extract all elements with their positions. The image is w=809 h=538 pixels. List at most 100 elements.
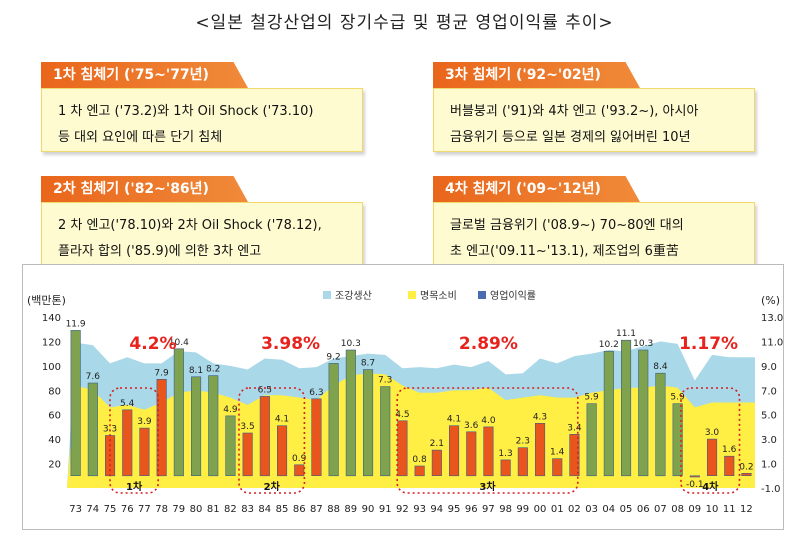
bar-label-73: 11.9 xyxy=(66,319,86,329)
bar-label-99: 2.3 xyxy=(516,437,530,447)
bar-margin-78 xyxy=(156,379,167,477)
bar-margin-81 xyxy=(208,375,219,477)
recession-label-2: 2차 xyxy=(264,480,281,493)
recession-average-1: 4.2% xyxy=(129,334,176,354)
x-tick-84: 84 xyxy=(258,504,271,515)
bar-label-79: 10.4 xyxy=(169,338,189,348)
bar-margin-74 xyxy=(87,382,98,477)
x-tick-99: 99 xyxy=(516,504,529,515)
bar-label-98: 1.3 xyxy=(498,449,512,459)
x-tick-80: 80 xyxy=(190,504,203,515)
legend-swatch-0 xyxy=(323,291,331,299)
bar-margin-76 xyxy=(122,409,133,477)
period-3-line2: 금융위기 등으로 일본 경제의 잃어버린 10년 xyxy=(450,130,691,145)
bar-margin-85 xyxy=(277,425,288,477)
x-tick-02: 02 xyxy=(568,504,581,515)
bar-label-76: 5.4 xyxy=(120,399,135,409)
period-3-tag: 3차 침체기 ('92~'02년) xyxy=(433,62,640,88)
x-tick-12: 12 xyxy=(740,504,753,515)
bar-margin-10 xyxy=(706,438,718,477)
period-2-tag: 2차 침체기 ('82~'86년) xyxy=(41,176,248,202)
bar-label-91: 7.3 xyxy=(378,376,392,386)
bar-margin-11 xyxy=(724,455,735,476)
x-tick-92: 92 xyxy=(396,504,409,515)
bar-margin-84 xyxy=(259,396,270,477)
bar-margin-92 xyxy=(397,420,408,477)
bar-label-12: 0.2 xyxy=(739,462,753,472)
right-axis-unit: (%) xyxy=(761,294,780,307)
period-1-line1: 1 차 엔고 ('73.2)와 1차 Oil Shock ('73.10) xyxy=(58,104,314,119)
x-tick-89: 89 xyxy=(344,504,357,515)
bar-margin-03 xyxy=(586,403,597,477)
bar-label-85: 4.1 xyxy=(275,415,289,425)
recession-box-2 xyxy=(238,387,306,494)
bar-label-05: 11.1 xyxy=(616,329,636,339)
x-tick-83: 83 xyxy=(241,504,254,515)
bar-margin-89 xyxy=(345,349,356,477)
x-tick-86: 86 xyxy=(293,504,306,515)
bar-margin-09 xyxy=(689,475,700,478)
bar-label-95: 4.1 xyxy=(447,415,461,425)
right-tick-3: 5.0 xyxy=(761,411,777,422)
bar-label-90: 8.7 xyxy=(361,359,375,369)
bar-margin-83 xyxy=(242,432,253,477)
legend-label-1: 명목소비 xyxy=(420,290,457,302)
bar-label-93: 0.8 xyxy=(412,455,427,465)
x-tick-04: 04 xyxy=(602,504,615,515)
x-tick-90: 90 xyxy=(362,504,375,515)
x-tick-93: 93 xyxy=(413,504,426,515)
right-tick-4: 7.0 xyxy=(761,386,777,397)
period-1-box: 1 차 엔고 ('73.2)와 1차 Oil Shock ('73.10) 등 … xyxy=(41,88,363,152)
x-tick-85: 85 xyxy=(276,504,289,515)
bar-label-96: 3.6 xyxy=(464,421,479,431)
legend-swatch-2 xyxy=(478,291,486,299)
bar-label-77: 3.9 xyxy=(137,417,152,427)
bar-label-81: 8.2 xyxy=(206,365,220,375)
bar-label-03: 5.9 xyxy=(584,393,599,403)
chart-svg: 조강생산 명목소비 영업이익률 (백만톤) (%) 20 40 60 80 100 120 140 -1… xyxy=(27,289,783,515)
bar-margin-93 xyxy=(414,465,425,477)
period-4-line2: 초 엔고('09.11~'13.1), 제조업의 6重苦 xyxy=(450,244,679,259)
bar-margin-94 xyxy=(431,449,442,477)
page-title: <일본 철강산업의 장기수급 및 평균 영업이익률 추이> xyxy=(195,13,614,33)
left-axis-unit: (백만톤) xyxy=(27,294,66,307)
bar-margin-98 xyxy=(500,459,511,477)
period-4-box: 글로벌 금융위기 ('08.9~) 70~80엔 대의 초 엔고('09.11~… xyxy=(433,202,755,266)
x-tick-78: 78 xyxy=(155,504,168,515)
period-2-box: 2 차 엔고('78.10)와 2차 Oil Shock ('78.12), 플… xyxy=(41,202,363,266)
bar-margin-07 xyxy=(655,372,666,477)
x-tick-96: 96 xyxy=(465,504,478,515)
recession-average-4: 1.17% xyxy=(679,334,738,354)
right-tick-1: 1.0 xyxy=(761,460,777,471)
left-tick-40: 40 xyxy=(48,435,61,446)
right-tick-0: -1.0 xyxy=(761,484,781,495)
x-tick-77: 77 xyxy=(138,504,151,515)
bar-margin-04 xyxy=(603,350,614,477)
bar-margin-05 xyxy=(620,339,632,477)
legend-swatch-1 xyxy=(408,291,416,299)
bar-label-87: 6.3 xyxy=(309,388,323,398)
bar-label-74: 7.6 xyxy=(86,372,101,382)
recession-box-3 xyxy=(396,387,579,494)
period-2-line2: 플라자 합의 ('85.9)에 의한 3차 엔고 xyxy=(58,244,262,259)
bar-margin-06 xyxy=(638,349,649,477)
bar-margin-91 xyxy=(380,386,391,477)
bar-label-08: 5.9 xyxy=(670,393,685,403)
bar-label-80: 8.1 xyxy=(189,366,203,376)
x-tick-03: 03 xyxy=(585,504,598,515)
recession-box-4 xyxy=(680,387,741,494)
right-tick-7: 13.0 xyxy=(761,313,783,324)
x-tick-79: 79 xyxy=(172,504,185,515)
bar-margin-97 xyxy=(483,426,494,477)
bar-label-10: 3.0 xyxy=(705,428,720,438)
bar-label-02: 3.4 xyxy=(567,423,582,433)
bar-label-82: 4.9 xyxy=(223,405,238,415)
legend-label-2: 영업이익률 xyxy=(490,289,536,302)
period-1-line2: 등 대외 요인에 따른 단기 침체 xyxy=(58,130,223,145)
bar-label-09: -0.1 xyxy=(686,480,704,490)
x-tick-76: 76 xyxy=(121,504,134,515)
x-tick-98: 98 xyxy=(499,504,512,515)
recession-average-2: 3.98% xyxy=(261,334,320,354)
bar-label-94: 2.1 xyxy=(430,439,444,449)
bar-label-00: 4.3 xyxy=(533,412,547,422)
